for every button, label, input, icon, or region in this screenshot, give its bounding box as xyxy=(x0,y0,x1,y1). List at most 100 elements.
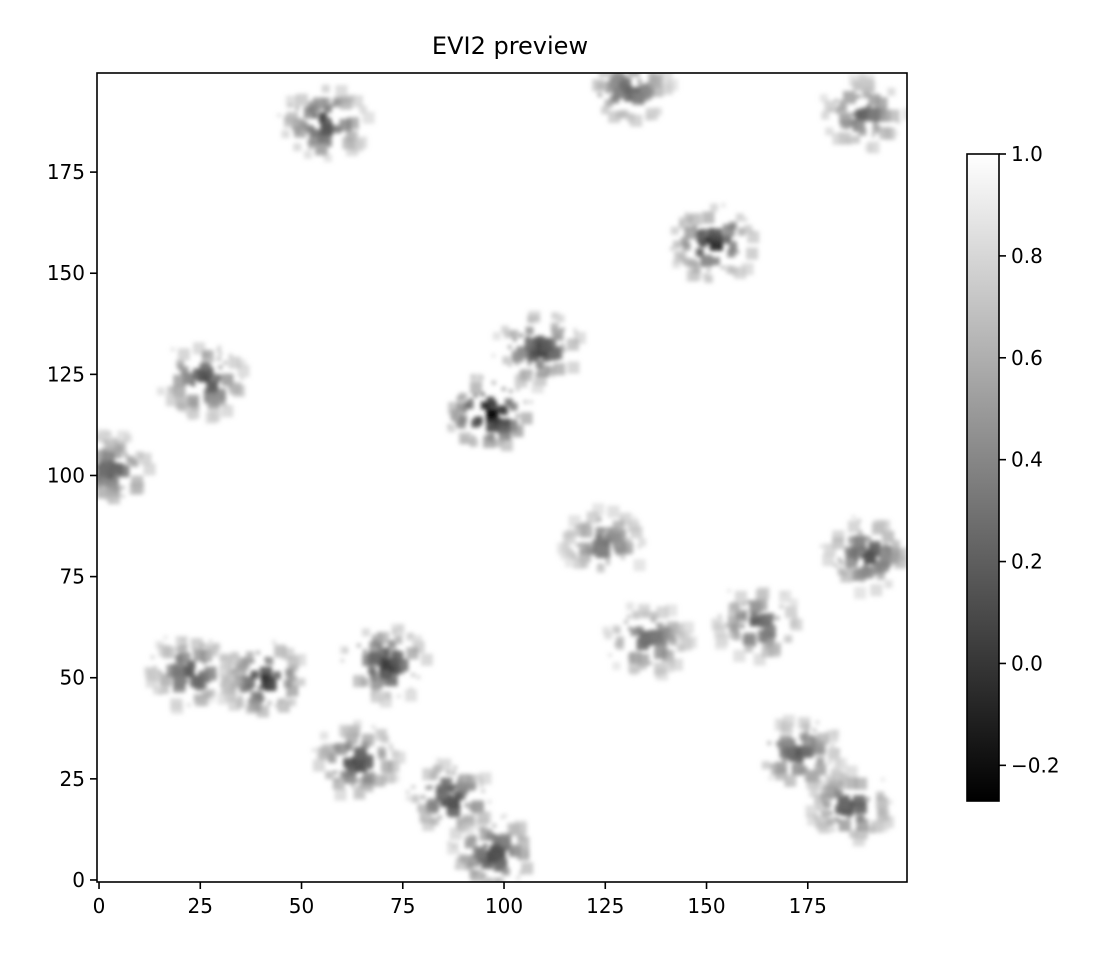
heatmap-patch xyxy=(556,503,647,573)
heatmap-cell xyxy=(743,217,748,222)
heatmap-cell xyxy=(483,843,488,848)
heatmap-cell xyxy=(362,772,375,785)
heatmap-cell xyxy=(473,801,482,810)
colorbar-gradient xyxy=(966,153,1000,802)
heatmap-cell xyxy=(851,135,860,144)
heatmap-cell xyxy=(417,804,426,813)
heatmap-cell xyxy=(698,238,707,247)
heatmap-cell xyxy=(889,555,898,564)
heatmap-cell xyxy=(826,817,835,826)
heatmap-cell xyxy=(678,217,691,230)
heatmap-cell xyxy=(638,538,647,547)
heatmap-cell xyxy=(845,555,858,568)
heatmap-cell xyxy=(468,398,473,402)
heatmap-cell xyxy=(861,826,866,830)
heatmap-cell xyxy=(173,374,186,387)
heatmap-cell xyxy=(446,770,451,775)
heatmap-cell xyxy=(852,79,861,88)
heatmap-cell xyxy=(622,49,634,61)
colorbar-tick-label: 1.0 xyxy=(1011,142,1043,166)
heatmap-cell xyxy=(143,463,156,476)
heatmap-cell xyxy=(595,546,608,559)
heatmap-cell xyxy=(767,741,772,746)
heatmap-cell xyxy=(458,854,467,863)
heatmap-cell xyxy=(262,680,271,689)
heatmap-cell xyxy=(626,602,635,611)
heatmap-patch xyxy=(277,84,375,162)
heatmap-cell xyxy=(750,610,759,619)
heatmap-cell xyxy=(287,698,296,707)
heatmap-cell xyxy=(567,361,580,374)
heatmap-cell xyxy=(562,531,571,540)
heatmap-patch xyxy=(447,374,533,452)
heatmap-cell xyxy=(906,545,907,558)
heatmap-cell xyxy=(123,452,128,457)
heatmap-cell xyxy=(303,106,316,119)
heatmap-cell xyxy=(842,90,855,103)
heatmap-cell xyxy=(684,636,697,649)
heatmap-cell xyxy=(289,673,294,678)
heatmap-cell xyxy=(622,545,631,554)
heatmap-cell xyxy=(396,694,401,699)
x-tick-label: 25 xyxy=(188,894,213,918)
heatmap-cell xyxy=(171,702,184,715)
x-tick-label: 175 xyxy=(789,894,827,918)
heatmap-cell xyxy=(453,792,462,801)
heatmap-cell xyxy=(524,338,537,351)
heatmap-patch xyxy=(311,720,406,801)
heatmap-cell xyxy=(633,559,646,572)
heatmap-cell xyxy=(251,699,256,704)
heatmap-cell xyxy=(375,687,380,692)
heatmap-cell xyxy=(744,224,753,233)
heatmap-cell xyxy=(344,771,357,784)
heatmap-cell xyxy=(314,143,327,156)
heatmap-cell xyxy=(724,623,729,628)
heatmap-cell xyxy=(609,95,618,104)
heatmap-cell xyxy=(749,600,762,613)
heatmap-cell xyxy=(853,535,866,548)
heatmap-cell xyxy=(737,227,746,236)
heatmap-cell xyxy=(312,759,325,772)
heatmap-cell xyxy=(406,796,411,801)
heatmap-cell xyxy=(499,833,512,846)
x-tick-label: 75 xyxy=(390,894,415,918)
heatmap-cell xyxy=(485,832,494,841)
heatmap-cell xyxy=(454,865,459,870)
heatmap-cell xyxy=(696,238,701,243)
heatmap-cell xyxy=(790,782,795,787)
heatmap-cell xyxy=(623,85,632,94)
heatmap-cell xyxy=(422,768,435,781)
heatmap-cell xyxy=(265,657,274,666)
heatmap-cell xyxy=(389,640,394,644)
heatmap-cell xyxy=(626,614,631,619)
heatmap-patch xyxy=(669,203,760,284)
heatmap-cell xyxy=(637,545,642,550)
heatmap-cell xyxy=(620,110,629,119)
heatmap-cell xyxy=(456,396,461,401)
heatmap-cell xyxy=(747,231,760,244)
heatmap-cell xyxy=(565,548,574,557)
heatmap-cell xyxy=(221,405,234,418)
heatmap-cell xyxy=(817,806,822,811)
heatmap-cell xyxy=(318,114,327,123)
heatmap-cell xyxy=(770,623,775,628)
heatmap-cell xyxy=(723,235,732,244)
heatmap-cell xyxy=(468,802,477,811)
heatmap-cell xyxy=(468,774,477,783)
heatmap-cell xyxy=(89,468,93,472)
heatmap-cell xyxy=(504,398,513,407)
heatmap-cell xyxy=(356,643,361,648)
heatmap-cell xyxy=(834,758,843,767)
heatmap-cell xyxy=(145,675,158,688)
heatmap-cell xyxy=(450,411,459,420)
x-tick-label: 50 xyxy=(289,894,314,918)
heatmap-cell xyxy=(446,784,455,793)
heatmap-cell xyxy=(335,85,348,98)
heatmap-cell xyxy=(726,265,735,274)
heatmap-cell xyxy=(839,112,852,125)
heatmap-cell xyxy=(218,351,223,356)
heatmap-cell xyxy=(323,153,332,162)
heatmap-cell xyxy=(284,117,289,122)
heatmap-cell xyxy=(380,677,389,686)
